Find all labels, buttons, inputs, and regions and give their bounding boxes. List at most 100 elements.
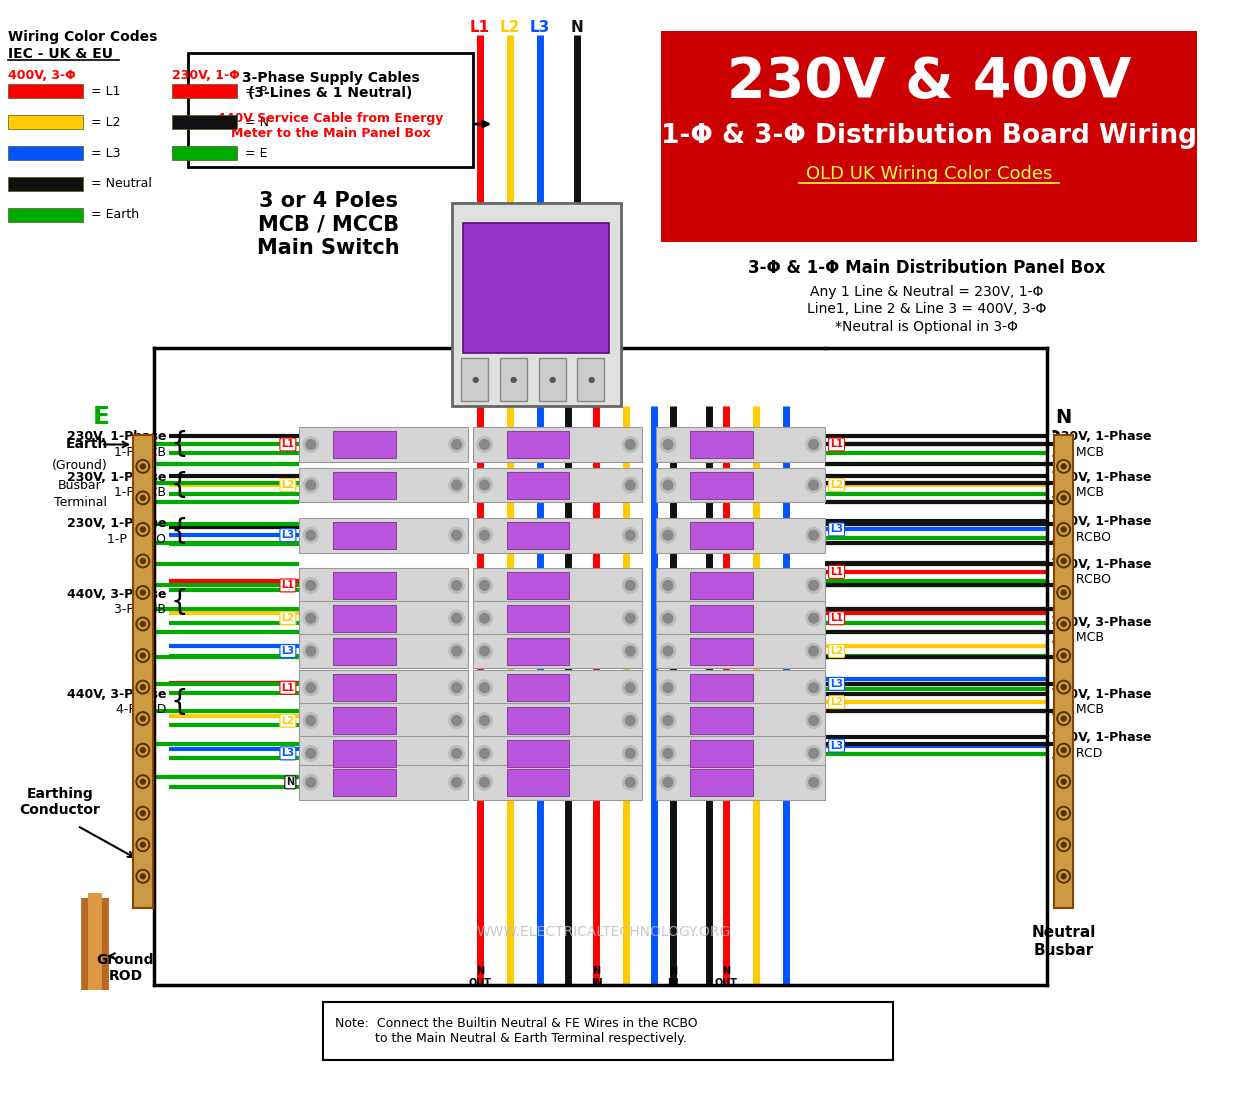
Circle shape xyxy=(138,777,148,786)
Bar xyxy=(332,521,396,549)
Bar xyxy=(656,518,825,552)
Bar xyxy=(690,769,752,795)
Circle shape xyxy=(451,778,461,788)
Circle shape xyxy=(1059,557,1069,565)
Text: 230V, 1-Phase: 230V, 1-Phase xyxy=(66,517,166,530)
Bar xyxy=(656,670,825,705)
Text: 230V, 1-Phase: 230V, 1-Phase xyxy=(1052,688,1151,701)
Text: 3-P MCB: 3-P MCB xyxy=(114,603,166,616)
Bar xyxy=(506,431,570,458)
Text: ●: ● xyxy=(510,375,518,384)
Circle shape xyxy=(809,683,819,693)
Text: = L3: = L3 xyxy=(91,146,120,160)
Circle shape xyxy=(809,614,819,623)
Text: 230V, 1-Phase: 230V, 1-Phase xyxy=(1052,732,1151,745)
Circle shape xyxy=(660,746,676,761)
Circle shape xyxy=(480,481,489,490)
Circle shape xyxy=(306,683,315,693)
Text: L1: L1 xyxy=(281,440,295,450)
Bar xyxy=(299,670,468,705)
Circle shape xyxy=(662,646,672,656)
Circle shape xyxy=(1058,649,1070,662)
Circle shape xyxy=(809,748,819,758)
Text: N
IN: N IN xyxy=(591,967,602,988)
Circle shape xyxy=(449,746,464,761)
Bar xyxy=(578,358,604,402)
Text: 400V, 3-Φ: 400V, 3-Φ xyxy=(8,69,75,82)
Text: N: N xyxy=(1055,408,1071,427)
Circle shape xyxy=(1061,464,1066,469)
Text: 230V, 1-Φ: 230V, 1-Φ xyxy=(171,69,240,82)
Bar xyxy=(332,472,396,498)
Text: N
OUT: N OUT xyxy=(469,967,491,988)
Text: 230V, 1-Phase: 230V, 1-Phase xyxy=(1052,558,1151,571)
Text: 1-P MCB: 1-P MCB xyxy=(114,486,166,499)
Circle shape xyxy=(451,646,461,656)
Text: }: } xyxy=(1049,689,1066,716)
Bar xyxy=(8,85,82,98)
Circle shape xyxy=(1059,871,1069,881)
Bar xyxy=(299,634,468,669)
Circle shape xyxy=(138,746,148,755)
Circle shape xyxy=(476,680,492,695)
Bar xyxy=(299,518,468,552)
Text: (Ground): (Ground) xyxy=(52,459,107,472)
Circle shape xyxy=(1058,491,1070,505)
Circle shape xyxy=(306,778,315,788)
Circle shape xyxy=(662,683,672,693)
Bar xyxy=(461,358,489,402)
Circle shape xyxy=(1059,714,1069,724)
Bar xyxy=(506,674,570,701)
Text: Earthing
Conductor: Earthing Conductor xyxy=(20,786,100,816)
Circle shape xyxy=(140,621,145,626)
Bar xyxy=(134,434,152,908)
Circle shape xyxy=(1058,460,1070,473)
Text: L3: L3 xyxy=(281,748,295,758)
Text: Wiring Color Codes: Wiring Color Codes xyxy=(8,30,158,44)
Text: 1-P MCB: 1-P MCB xyxy=(1052,486,1104,499)
Circle shape xyxy=(451,614,461,623)
Bar xyxy=(171,85,238,98)
Circle shape xyxy=(449,437,464,452)
Bar xyxy=(332,638,396,664)
Text: 2-P RCD: 2-P RCD xyxy=(1052,747,1102,760)
Text: }: } xyxy=(1049,516,1066,543)
Text: 3 or 4 Poles
MCB / MCCB
Main Switch: 3 or 4 Poles MCB / MCCB Main Switch xyxy=(256,191,400,257)
Circle shape xyxy=(476,528,492,543)
Text: }: } xyxy=(1049,558,1066,586)
Text: 230V, 1-Phase: 230V, 1-Phase xyxy=(1052,471,1151,484)
Bar xyxy=(690,674,752,701)
Circle shape xyxy=(476,746,492,761)
Circle shape xyxy=(1059,493,1069,503)
Circle shape xyxy=(660,437,676,452)
Bar xyxy=(690,521,752,549)
Circle shape xyxy=(138,714,148,724)
Circle shape xyxy=(451,530,461,540)
Text: ●: ● xyxy=(549,375,556,384)
Circle shape xyxy=(625,614,635,623)
Circle shape xyxy=(138,808,148,818)
Text: *Neutral is Optional in 3-Φ: *Neutral is Optional in 3-Φ xyxy=(835,320,1017,333)
Text: 440V, 3-Phase: 440V, 3-Phase xyxy=(66,688,166,701)
Bar xyxy=(506,605,570,631)
Circle shape xyxy=(302,578,319,593)
Circle shape xyxy=(302,477,319,493)
Circle shape xyxy=(1058,522,1070,536)
Circle shape xyxy=(140,559,145,563)
Text: = N: = N xyxy=(245,116,269,129)
Text: OLD UK Wiring Color Codes: OLD UK Wiring Color Codes xyxy=(806,165,1052,184)
Bar xyxy=(690,572,752,598)
Circle shape xyxy=(140,684,145,690)
Circle shape xyxy=(662,716,672,725)
Circle shape xyxy=(138,525,148,535)
Circle shape xyxy=(306,440,315,449)
Circle shape xyxy=(809,646,819,656)
Circle shape xyxy=(1058,744,1070,757)
Circle shape xyxy=(625,716,635,725)
Circle shape xyxy=(625,581,635,591)
Bar xyxy=(656,568,825,603)
Text: {: { xyxy=(171,587,189,616)
Circle shape xyxy=(449,610,464,626)
Circle shape xyxy=(1058,869,1070,883)
Circle shape xyxy=(1061,684,1066,690)
